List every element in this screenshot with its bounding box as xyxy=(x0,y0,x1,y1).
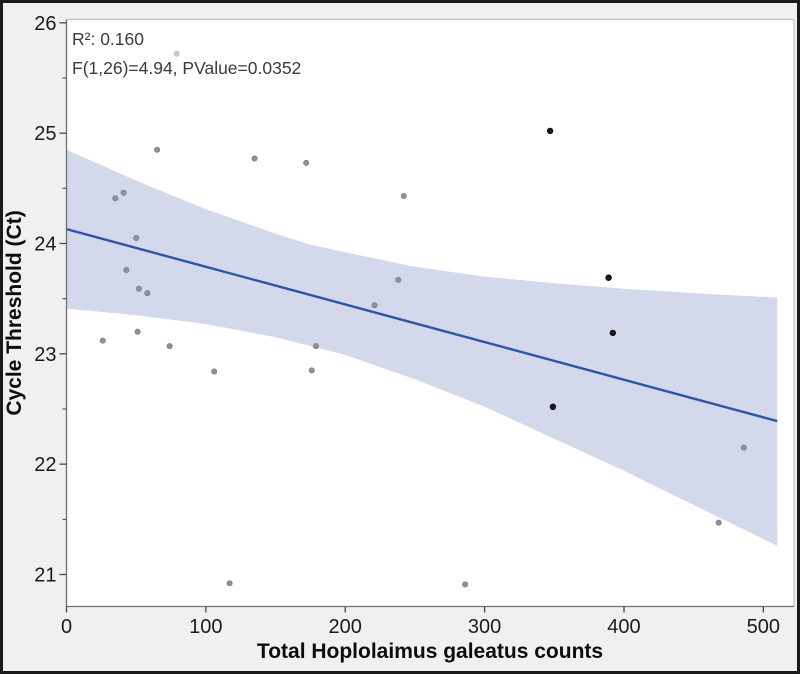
data-point-gray xyxy=(120,189,127,196)
x-tick-label: 0 xyxy=(61,616,72,638)
x-tick-label: 400 xyxy=(607,616,640,638)
y-tick-label: 22 xyxy=(34,454,56,476)
regression-line-layer xyxy=(66,227,778,423)
data-point-gray xyxy=(462,581,469,588)
data-point-gray xyxy=(166,343,173,350)
data-point-gray xyxy=(211,368,218,375)
data-point-gray xyxy=(303,159,310,166)
x-axis-title: Total Hoplolaimus galeatus counts xyxy=(257,640,603,663)
data-point-gray xyxy=(136,285,143,292)
data-point-gray xyxy=(226,580,233,587)
data-point-black xyxy=(549,403,557,410)
data-point-gray xyxy=(371,302,378,309)
data-point-black xyxy=(609,329,616,337)
y-tick-label: 25 xyxy=(34,123,56,145)
data-point-gray xyxy=(123,266,130,273)
x-tick-label: 200 xyxy=(329,616,362,638)
data-point-gray xyxy=(99,337,106,344)
data-point-gray xyxy=(312,343,319,350)
data-point-gray xyxy=(308,367,315,374)
x-tick-label: 300 xyxy=(468,616,501,638)
confidence-band xyxy=(66,149,778,546)
data-point-gray xyxy=(251,155,258,162)
y-tick-label: 23 xyxy=(34,344,56,366)
data-point-gray xyxy=(400,193,407,200)
scatter-points-layer xyxy=(99,50,747,588)
data-point-gray xyxy=(112,195,119,202)
data-point-gray xyxy=(395,276,402,283)
data-point-gray xyxy=(133,235,140,242)
y-tick-label: 26 xyxy=(34,13,56,35)
annotation-f-statistic: F(1,26)=4.94, PValue=0.0352 xyxy=(72,58,301,78)
data-point-black xyxy=(546,127,554,135)
y-tick-label: 21 xyxy=(34,565,56,587)
x-tick-label: 500 xyxy=(747,616,780,638)
data-point-gray xyxy=(740,444,747,451)
x-tick-label: 100 xyxy=(189,616,222,638)
confidence-band-layer xyxy=(66,149,778,546)
data-point-faint xyxy=(173,50,180,57)
y-tick-label: 24 xyxy=(34,233,56,255)
scatter-plot-canvas: 26 25 24 23 22 21 0 100 200 300 400 500 R²: 0.160 F… xyxy=(3,3,797,671)
data-point-gray xyxy=(154,146,161,153)
axis-layer: 26 25 24 23 22 21 0 100 200 300 400 500 xyxy=(34,13,795,638)
data-point-black xyxy=(605,274,612,281)
regression-line xyxy=(66,227,778,423)
y-axis-title: Cycle Threshold (Ct) xyxy=(3,210,26,415)
data-point-gray xyxy=(715,519,722,526)
annotation-r-squared: R²: 0.160 xyxy=(72,29,144,49)
data-point-gray xyxy=(134,328,141,335)
data-point-gray xyxy=(144,290,151,297)
